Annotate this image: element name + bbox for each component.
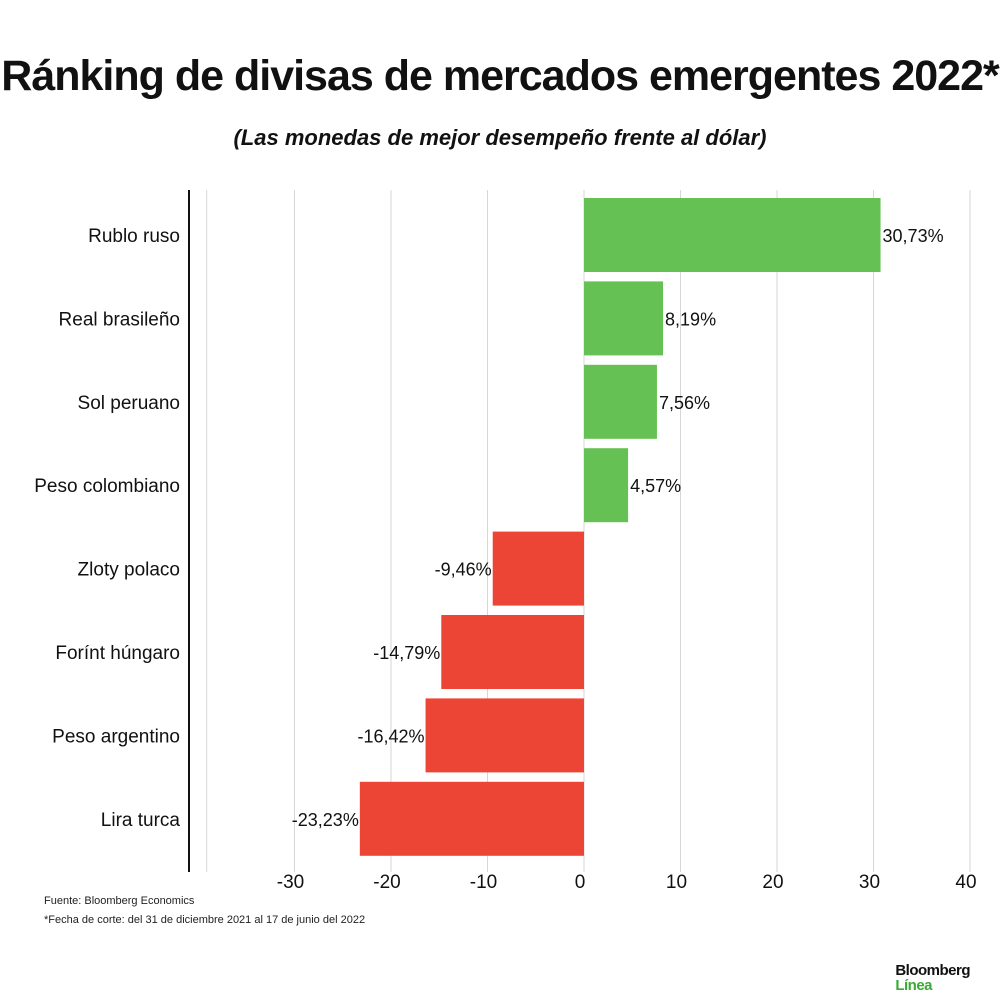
x-tick-label: -20 bbox=[373, 872, 400, 893]
bar-value-label: 8,19% bbox=[665, 309, 716, 329]
bloomberg-linea-logo: Bloomberg Línea bbox=[895, 963, 970, 993]
chart-title: Ránking de divisas de mercados emergente… bbox=[1, 52, 999, 100]
chart-subtitle: (Las monedas de mejor desempeño frente a… bbox=[233, 125, 767, 150]
x-tick-label: 20 bbox=[762, 872, 783, 893]
x-tick-labels: -30 -20 -10 0 10 20 30 40 bbox=[277, 872, 977, 893]
bar-value-label: 4,57% bbox=[630, 476, 681, 496]
bar bbox=[425, 698, 584, 773]
category-labels: Rublo ruso Real brasileño Sol peruano Peso … bbox=[34, 226, 180, 831]
bar bbox=[584, 281, 664, 356]
category-label: Sol peruano bbox=[78, 393, 180, 414]
bar-value-label: -16,42% bbox=[358, 726, 425, 746]
bar-value-label: -9,46% bbox=[435, 560, 492, 580]
category-label: Peso colombiano bbox=[34, 476, 180, 497]
logo-line-1: Bloomberg bbox=[895, 962, 970, 979]
x-tick-label: 0 bbox=[575, 872, 586, 893]
bar bbox=[359, 781, 584, 856]
category-label: Forínt húngaro bbox=[55, 643, 180, 664]
category-label: Real brasileño bbox=[59, 309, 180, 330]
bars bbox=[359, 198, 881, 856]
x-tick-label: 10 bbox=[666, 872, 687, 893]
bar bbox=[584, 198, 881, 272]
bar bbox=[584, 364, 657, 439]
bar-value-label: -23,23% bbox=[292, 810, 359, 830]
x-tick-label: 40 bbox=[955, 872, 976, 893]
bar bbox=[492, 531, 584, 606]
date-note: *Fecha de corte: del 31 de diciembre 202… bbox=[44, 914, 366, 926]
bar-value-label: -14,79% bbox=[373, 643, 440, 663]
x-tick-label: 30 bbox=[859, 872, 880, 893]
category-label: Lira turca bbox=[101, 810, 181, 831]
x-tick-label: -30 bbox=[277, 872, 304, 893]
bar bbox=[441, 615, 584, 689]
category-label: Zloty polaco bbox=[78, 560, 180, 581]
bar-labels: 30,73% 8,19% 7,56% 4,57% -9,46% -14,79% -16,42… bbox=[292, 226, 944, 830]
bar bbox=[584, 448, 629, 523]
x-tick-label: -10 bbox=[470, 872, 497, 893]
logo-line-2: Línea bbox=[895, 977, 933, 994]
category-label: Rublo ruso bbox=[88, 226, 180, 247]
category-label: Peso argentino bbox=[52, 726, 180, 747]
source-note: Fuente: Bloomberg Economics bbox=[44, 895, 195, 907]
bar-value-label: 30,73% bbox=[883, 226, 944, 246]
bar-value-label: 7,56% bbox=[659, 393, 710, 413]
